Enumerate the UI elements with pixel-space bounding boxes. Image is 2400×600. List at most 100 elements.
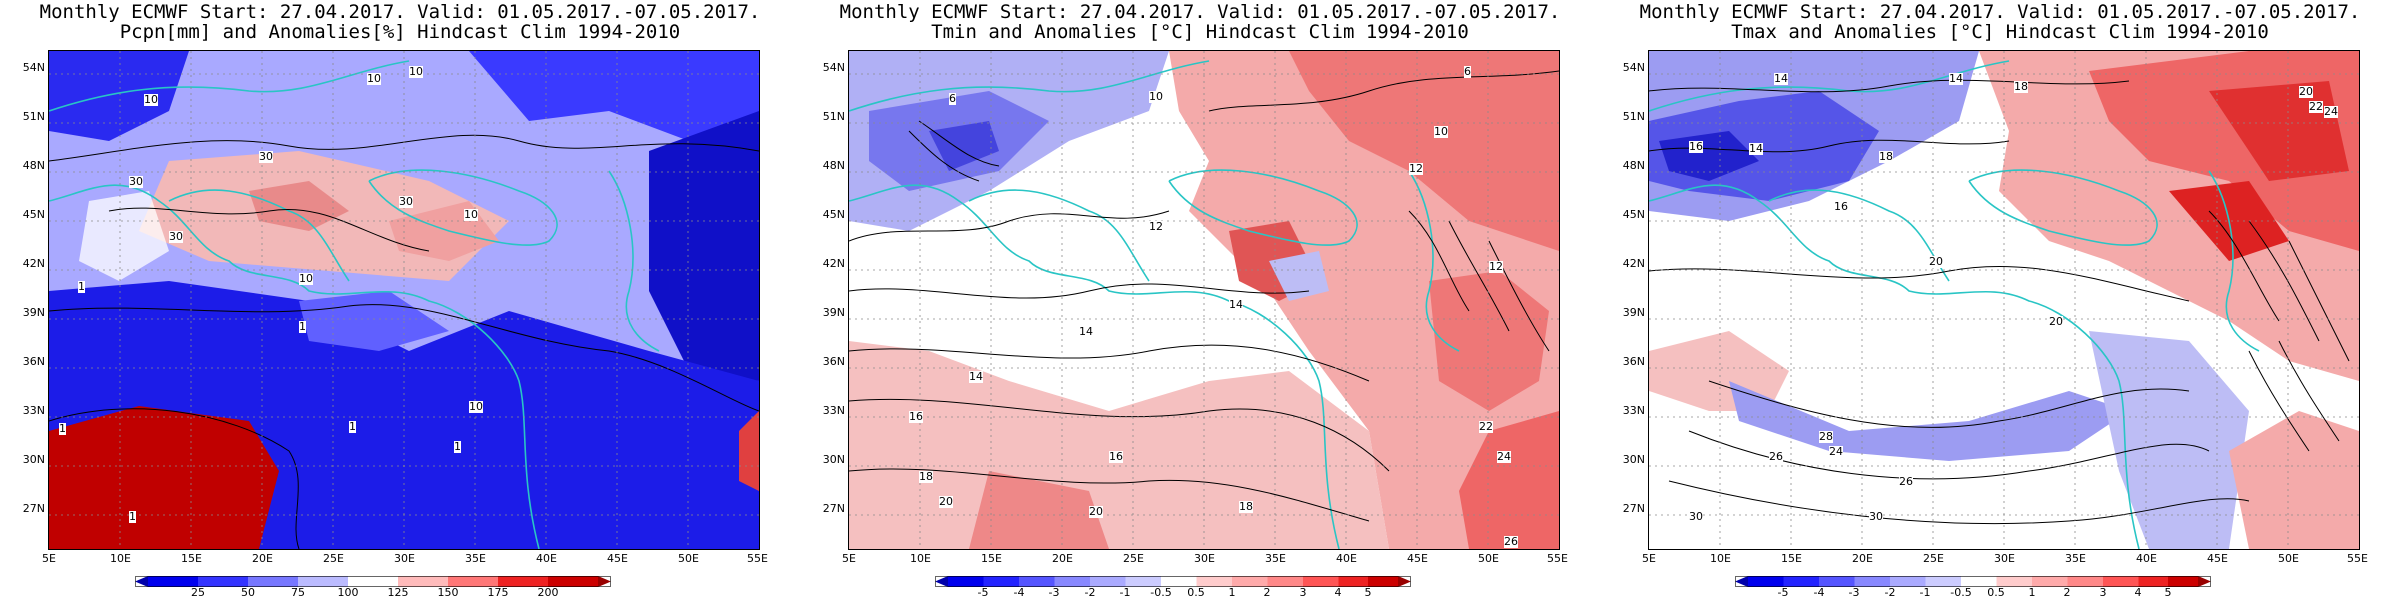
lon-label: 50E [678, 552, 699, 565]
colorbar-label: -3 [1048, 586, 1060, 599]
lon-label: 10E [1710, 552, 1731, 565]
tmin-anomaly-map [849, 51, 1559, 549]
panel-title-line2: Tmin and Anomalies [°C] Hindcast Clim 19… [931, 21, 1469, 43]
lat-label: 36N [822, 355, 845, 368]
colorbar-label: 2 [2063, 586, 2071, 599]
lat-label: 36N [22, 355, 45, 368]
contour-label: 1 [454, 440, 461, 453]
map-panel-precipitation: Monthly ECMWF Start: 27.04.2017. Valid: … [0, 0, 800, 600]
lon-label: 40E [2136, 552, 2157, 565]
contour-label: 10 [367, 72, 381, 85]
lat-label: 51N [22, 110, 45, 123]
contour-label: 24 [1497, 450, 1511, 463]
contour-label: 14 [1079, 325, 1093, 338]
contour-label: 18 [1879, 150, 1893, 163]
contour-label: 16 [1689, 140, 1703, 153]
lat-label: 27N [822, 502, 845, 515]
lon-label: 40E [536, 552, 557, 565]
lon-label: 35E [1265, 552, 1286, 565]
map-panel-tmax: Monthly ECMWF Start: 27.04.2017. Valid: … [1600, 0, 2400, 600]
contour-label: 10 [464, 208, 478, 221]
lon-label: 50E [2278, 552, 2299, 565]
colorbar-label: 50 [241, 586, 255, 599]
lon-label: 30E [394, 552, 415, 565]
colorbar-label: -2 [1084, 586, 1096, 599]
contour-label: 14 [1949, 72, 1963, 85]
contour-label: 18 [2014, 80, 2028, 93]
contour-label: 30 [259, 150, 273, 163]
lon-label: 25E [323, 552, 344, 565]
contour-label: 14 [1229, 298, 1243, 311]
lon-label: 45E [607, 552, 628, 565]
lon-label: 10E [910, 552, 931, 565]
lat-label: 27N [22, 502, 45, 515]
contour-label: 20 [2299, 85, 2313, 98]
lon-label: 15E [181, 552, 202, 565]
lat-label: 30N [1622, 453, 1645, 466]
lon-label: 5E [842, 552, 856, 565]
colorbar-label: 2 [1263, 586, 1271, 599]
contour-label: 12 [1149, 220, 1163, 233]
lat-label: 51N [822, 110, 845, 123]
colorbar-label: 5 [2164, 586, 2172, 599]
contour-label: 10 [1434, 125, 1448, 138]
lon-label: 35E [465, 552, 486, 565]
lon-label: 35E [2065, 552, 2086, 565]
panel-title-line1: Monthly ECMWF Start: 27.04.2017. Valid: … [39, 1, 761, 23]
lat-label: 48N [822, 159, 845, 172]
contour-label: 26 [1769, 450, 1783, 463]
map-panel-tmin: Monthly ECMWF Start: 27.04.2017. Valid: … [800, 0, 1600, 600]
contour-label: 16 [1109, 450, 1123, 463]
contour-label: 10 [299, 272, 313, 285]
lon-label: 30E [1194, 552, 1215, 565]
contour-label: 20 [2049, 315, 2063, 328]
contour-label: 20 [939, 495, 953, 508]
lon-label: 15E [1781, 552, 1802, 565]
lat-label: 33N [22, 404, 45, 417]
contour-label: 30 [1869, 510, 1883, 523]
colorbar [935, 576, 1411, 587]
map-frame: 10 10 10 30 30 30 30 10 10 10 1 1 1 1 1 … [48, 50, 760, 550]
lon-label: 50E [1478, 552, 1499, 565]
lon-label: 20E [1852, 552, 1873, 565]
colorbar-label: -4 [1813, 586, 1825, 599]
lon-label: 55E [747, 552, 768, 565]
colorbar-label: 75 [291, 586, 305, 599]
lon-label: 5E [1642, 552, 1656, 565]
contour-label: 14 [1749, 142, 1763, 155]
contour-label: 1 [129, 510, 136, 523]
contour-label: 1 [59, 422, 66, 435]
contour-label: 22 [1479, 420, 1493, 433]
colorbar-label: 4 [2134, 586, 2142, 599]
contour-label: 24 [2324, 105, 2338, 118]
colorbar-label: 1 [2028, 586, 2036, 599]
map-frame: 6 6 10 10 12 12 12 14 14 14 16 16 18 18 … [848, 50, 1560, 550]
lat-label: 42N [822, 257, 845, 270]
contour-label: 26 [1899, 475, 1913, 488]
colorbar-label: -0.5 [1150, 586, 1172, 599]
contour-label: 20 [1929, 255, 1943, 268]
lat-label: 33N [1622, 404, 1645, 417]
colorbar-label: -4 [1013, 586, 1025, 599]
lon-label: 55E [1547, 552, 1568, 565]
contour-label: 10 [144, 93, 158, 106]
colorbar-label: 125 [387, 586, 409, 599]
lat-label: 54N [1622, 61, 1645, 74]
contour-label: 12 [1489, 260, 1503, 273]
colorbar-label: 3 [2099, 586, 2107, 599]
lat-label: 45N [1622, 208, 1645, 221]
contour-label: 24 [1829, 445, 1843, 458]
contour-label: 30 [1689, 510, 1703, 523]
precip-anomaly-map [49, 51, 759, 549]
lon-label: 20E [252, 552, 273, 565]
lat-label: 45N [22, 208, 45, 221]
lat-label: 42N [1622, 257, 1645, 270]
colorbar-label: -5 [1777, 586, 1789, 599]
lat-label: 39N [22, 306, 45, 319]
contour-label: 1 [349, 420, 356, 433]
panel-title-line2: Tmax and Anomalies [°C] Hindcast Clim 19… [1731, 21, 2269, 43]
panel-title-line1: Monthly ECMWF Start: 27.04.2017. Valid: … [839, 1, 1561, 23]
lat-label: 39N [1622, 306, 1645, 319]
colorbar-label: 5 [1364, 586, 1372, 599]
contour-label: 1 [299, 320, 306, 333]
